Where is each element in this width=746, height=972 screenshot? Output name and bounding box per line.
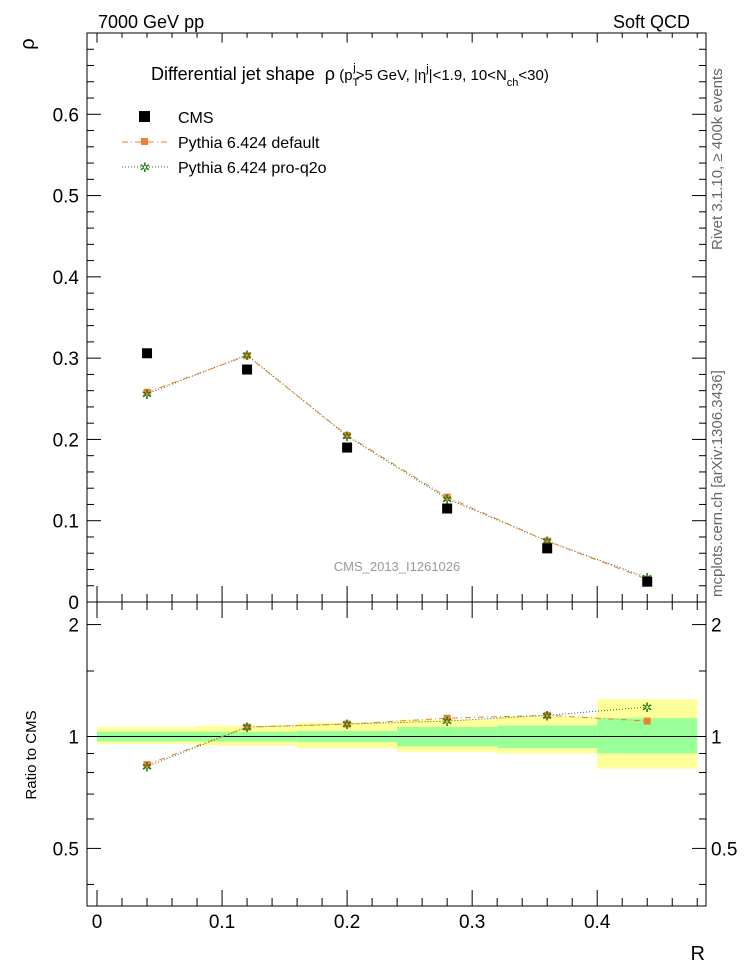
main-point-proq2o: ✲	[142, 387, 153, 402]
header-left: 7000 GeV pp	[98, 12, 204, 32]
legend-default-marker	[141, 138, 148, 145]
ratio-point-proq2o: ✲	[642, 700, 653, 715]
ratio-point-default	[443, 714, 451, 722]
main-ytick-label: 0.3	[53, 349, 79, 370]
ratio-point-proq2o: ✲	[242, 720, 253, 735]
ratio-x-axis: 0 0.1 0.2 0.3 0.4	[92, 602, 698, 933]
main-x-ticks	[96, 33, 698, 602]
x-axis-label: R	[691, 943, 705, 965]
main-ytick-label: 0.6	[53, 105, 79, 126]
rivet-label: Rivet 3.1.10, ≥ 400k events	[709, 68, 726, 250]
legend-cms-marker	[139, 111, 150, 122]
ratio-ytick-label: 0.5	[53, 839, 79, 860]
ratio-data-points: ✲ ✲ ✲ ✲ ✲ ✲	[142, 700, 653, 775]
ratio-point-proq2o: ✲	[342, 717, 353, 732]
main-point-proq2o: ✲	[542, 534, 553, 549]
ratio-point-default	[643, 717, 651, 725]
ratio-uncertainty-bands	[97, 699, 698, 769]
legend: CMS Pythia 6.424 default ✲ Pythia 6.424 …	[122, 110, 327, 177]
main-y-axis: 0 0.1 0.2 0.3 0.4 0.5 0.6	[53, 48, 706, 614]
ratio-point-proq2o: ✲	[542, 708, 553, 723]
ratio-xtick-label: 0.4	[584, 912, 611, 933]
ratio-point-default	[343, 720, 351, 728]
main-ytick-label: 0.4	[53, 268, 80, 289]
legend-cms-label: CMS	[178, 110, 214, 127]
ratio-xtick-label: 0	[92, 912, 103, 933]
main-line-proq2o	[146, 354, 648, 579]
analysis-watermark: CMS_2013_I1261026	[334, 559, 461, 574]
main-point-default	[443, 493, 451, 501]
main-point-cms	[342, 442, 353, 453]
ratio-point-proq2o: ✲	[442, 714, 453, 729]
ratio-ytick-label: 1	[68, 727, 79, 748]
ratio-ytick-label-right: 0.5	[711, 839, 737, 860]
main-point-default	[243, 352, 251, 360]
main-point-proq2o: ✲	[242, 348, 253, 363]
ratio-point-proq2o: ✲	[142, 760, 153, 775]
main-point-default	[143, 388, 151, 396]
legend-proq2o-marker: ✲	[140, 160, 151, 175]
main-ytick-label: 0.1	[53, 512, 79, 533]
mcplots-label: mcplots.cern.ch [arXiv:1306.3436]	[709, 370, 726, 597]
ratio-xtick-label: 0.3	[459, 912, 485, 933]
chart-title: Differential jet shape ρ (pTj>5 GeV, |ηj|…	[151, 62, 549, 89]
ratio-ytick-label-right: 1	[711, 727, 722, 748]
main-data-points: ✲✲✲✲✲✲	[142, 348, 653, 587]
ratio-y-axis: 0.5 0.5 1 1 2 2	[53, 616, 737, 885]
main-point-cms	[242, 364, 253, 375]
main-line-default	[146, 355, 648, 580]
ratio-xtick-label: 0.2	[334, 912, 360, 933]
main-ytick-label: 0.5	[53, 187, 79, 208]
main-point-proq2o: ✲	[442, 492, 453, 507]
main-point-cms	[542, 543, 553, 554]
main-point-cms	[642, 576, 653, 587]
main-point-proq2o: ✲	[342, 429, 353, 444]
main-ylabel: ρ	[17, 38, 39, 49]
legend-proq2o-label: Pythia 6.424 pro-q2o	[178, 160, 327, 177]
ratio-ytick-label-right: 2	[711, 616, 722, 637]
ratio-ylabel: Ratio to CMS	[23, 710, 40, 799]
main-point-default	[343, 431, 351, 439]
main-ytick-label: 0.2	[53, 430, 79, 451]
ratio-ytick-label: 2	[68, 616, 79, 637]
main-ytick-label: 0	[68, 593, 79, 614]
main-point-default	[543, 537, 551, 545]
main-point-cms	[442, 503, 453, 514]
header-right: Soft QCD	[613, 12, 690, 32]
ratio-point-default	[143, 761, 151, 769]
ratio-point-default	[243, 723, 251, 731]
main-series-lines	[146, 354, 648, 580]
ratio-xtick-label: 0.1	[209, 912, 235, 933]
main-point-cms	[142, 348, 153, 359]
ratio-point-default	[543, 711, 551, 719]
legend-default-label: Pythia 6.424 default	[178, 135, 320, 152]
